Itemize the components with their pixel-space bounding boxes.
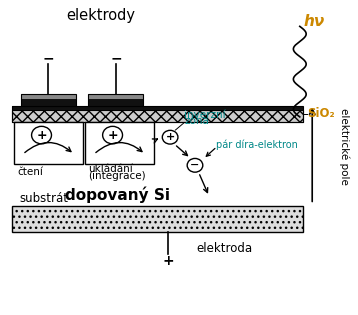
- Text: +: +: [163, 254, 174, 267]
- Text: čtení: čtení: [18, 167, 43, 176]
- Bar: [85, 122, 154, 164]
- Bar: [12, 110, 303, 122]
- Text: zóna: zóna: [184, 116, 209, 126]
- Bar: [12, 106, 303, 110]
- Text: ukládání: ukládání: [88, 164, 133, 175]
- Text: (integrace): (integrace): [88, 171, 146, 180]
- Text: hν: hν: [303, 14, 325, 29]
- Bar: [12, 206, 303, 232]
- Text: dopovaný Si: dopovaný Si: [65, 187, 170, 203]
- Text: inverzní: inverzní: [184, 110, 226, 120]
- Text: −: −: [110, 51, 122, 65]
- FancyArrowPatch shape: [206, 148, 215, 156]
- Bar: [88, 94, 144, 100]
- Bar: [12, 106, 303, 122]
- Text: elektroda: elektroda: [197, 242, 253, 255]
- Text: +: +: [165, 132, 175, 142]
- Bar: [21, 94, 76, 100]
- Text: pár díra-elektron: pár díra-elektron: [216, 139, 298, 150]
- Text: −: −: [190, 160, 200, 170]
- Text: SiO₂: SiO₂: [307, 107, 334, 120]
- Bar: [14, 122, 83, 164]
- Text: elektrody: elektrody: [66, 8, 135, 23]
- Text: −: −: [43, 51, 54, 65]
- Bar: [88, 94, 144, 106]
- Text: +: +: [107, 129, 118, 141]
- FancyArrowPatch shape: [96, 142, 142, 152]
- Text: +: +: [36, 129, 47, 141]
- FancyArrowPatch shape: [153, 139, 158, 143]
- FancyArrowPatch shape: [200, 175, 208, 192]
- Text: elektrické pole: elektrické pole: [339, 108, 349, 185]
- FancyArrowPatch shape: [176, 146, 188, 156]
- Bar: [88, 100, 144, 106]
- Text: substrát: substrát: [19, 192, 68, 204]
- Bar: [21, 94, 76, 106]
- Bar: [21, 100, 76, 106]
- FancyArrowPatch shape: [25, 142, 71, 152]
